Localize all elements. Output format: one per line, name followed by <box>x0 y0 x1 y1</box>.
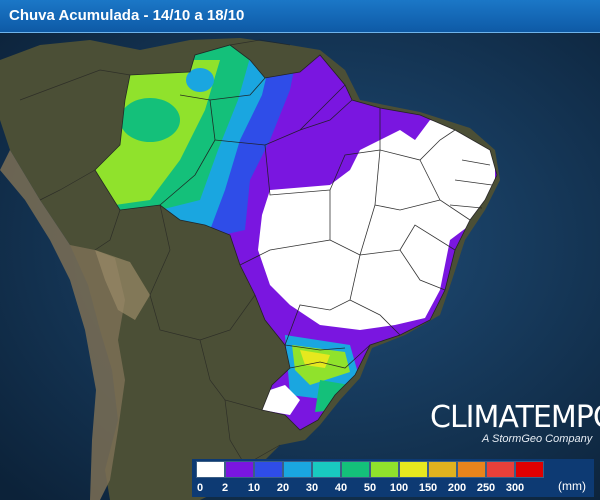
legend-swatch <box>283 461 312 478</box>
legend-label: 40 <box>334 482 348 494</box>
altiplano <box>95 250 150 320</box>
legend-label: 150 <box>418 482 438 494</box>
legend-swatch <box>196 461 225 478</box>
legend-label: 30 <box>305 482 319 494</box>
title-bar: Chuva Acumulada - 14/10 a 18/10 <box>0 0 600 33</box>
legend-swatch <box>312 461 341 478</box>
brand-logo: CLIMATEMPO A StormGeo Company <box>430 400 600 450</box>
brand-tagline: A StormGeo Company <box>482 433 593 445</box>
andes-region <box>0 150 125 500</box>
legend-swatch <box>254 461 283 478</box>
legend-label: 2 <box>221 482 229 494</box>
legend-label: 20 <box>276 482 290 494</box>
legend-label: 50 <box>363 482 377 494</box>
legend-swatch <box>515 461 544 478</box>
legend-swatch <box>225 461 254 478</box>
legend-label: 250 <box>476 482 496 494</box>
state-borders <box>94 44 498 431</box>
legend-label: 300 <box>505 482 525 494</box>
country-borders <box>19 39 291 466</box>
legend-swatch <box>370 461 399 478</box>
precipitation-legend: 0 2 10 20 30 40 50 100 150 200 250 300 (mm) <box>192 459 594 497</box>
legend-swatch <box>341 461 370 478</box>
legend-swatch <box>428 461 457 478</box>
legend-unit: (mm) <box>558 479 586 493</box>
brand-name: CLIMATEMPO <box>430 400 600 435</box>
legend-label: 200 <box>447 482 467 494</box>
precipitation-map <box>0 33 600 500</box>
map-title: Chuva Acumulada - 14/10 a 18/10 <box>9 7 245 24</box>
legend-swatch <box>457 461 486 478</box>
legend-swatch <box>486 461 515 478</box>
legend-label: 0 <box>196 482 204 494</box>
legend-label: 10 <box>247 482 261 494</box>
legend-label: 100 <box>389 482 409 494</box>
legend-swatch <box>399 461 428 478</box>
